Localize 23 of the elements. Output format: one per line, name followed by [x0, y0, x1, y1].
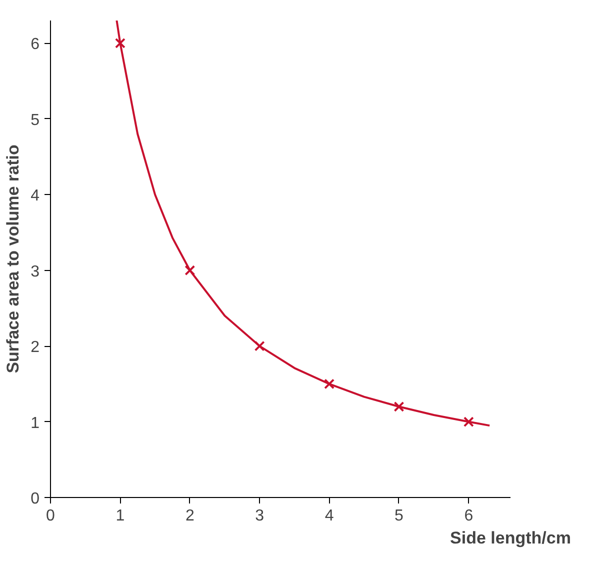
x-axis-title: Side length/cm	[450, 528, 571, 548]
y-tick-label: 3	[30, 263, 40, 280]
x-tick-label: 2	[185, 508, 194, 524]
y-tick-label: 2	[30, 339, 40, 356]
y-tick-label: 5	[30, 112, 40, 129]
point	[324, 378, 335, 390]
x-tick-label: 1	[116, 508, 125, 524]
point	[463, 416, 474, 428]
x-tick-label: 6	[464, 508, 474, 524]
x-tick-label: 0	[46, 508, 56, 524]
point	[114, 38, 126, 48]
x-tick-label: 3	[255, 508, 264, 524]
line-series	[116, 20, 491, 427]
y-tick-label: 6	[30, 36, 40, 54]
x-tick-label: 5	[394, 508, 404, 524]
point	[254, 340, 265, 352]
y-tick-label: 4	[30, 188, 40, 205]
y-tick-label: 0	[30, 490, 40, 508]
point	[394, 401, 404, 412]
y-axis-title: Surface area to volume ratio	[4, 144, 23, 374]
point	[184, 265, 196, 276]
x-tick-label: 4	[324, 508, 334, 524]
y-tick-label: 1	[30, 414, 40, 432]
